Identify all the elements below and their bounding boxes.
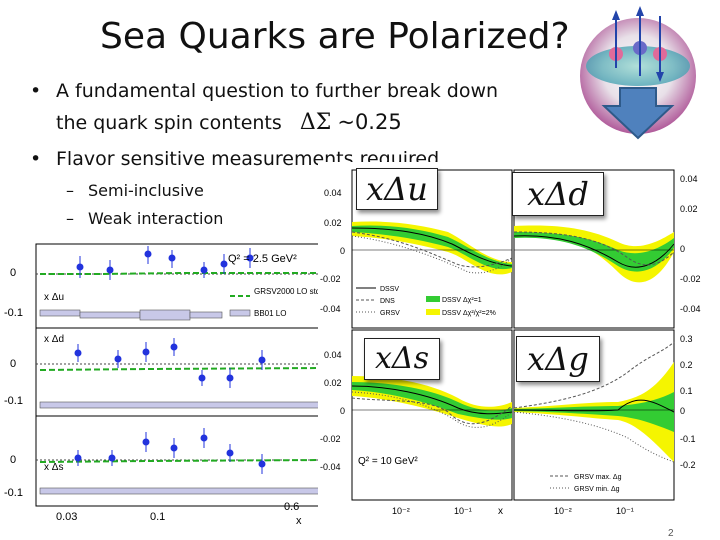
r-ytick-bl-2: 0.02 [324,378,342,388]
r-ytick-tl-5: -0.04 [320,304,341,314]
r-legend-dssv-chi1: DSSV Δχ²=1 [442,297,482,304]
r-ytick-br-6: -0.2 [680,460,696,470]
r-xtick-4: 10⁻¹ [616,506,634,516]
r-xtick-2: 10⁻¹ [454,506,472,516]
label-xdg: xΔg [516,336,600,382]
r-ytick-br-5: -0.1 [680,434,696,444]
left-label-dd: x Δd [44,334,64,345]
r-ytick-tl-4: -0.02 [320,274,341,284]
r-ytick-br-1: 0.3 [680,334,693,344]
r-ytick-br-2: 0.2 [680,360,693,370]
left-legend-bb01: BB01 LO [254,309,286,318]
r-legend-dns: DNS [380,298,395,305]
r-ytick-tr-3: 0 [680,244,685,254]
left-figure: 0 -0.1 x Δu Q² = 2.5 GeV² GRSV2000 LO st… [0,238,330,528]
delta-sigma-value: ~0.25 [337,110,402,134]
r-ytick-bl-4: -0.02 [320,434,341,444]
bullet-1-cont-text: the quark spin contents [56,112,282,134]
r-ytick-br-3: 0.1 [680,386,693,396]
left-ytick-4: -0.1 [4,395,23,407]
r-ytick-tl-3: 0 [340,246,345,256]
r-ytick-bl-5: -0.04 [320,462,341,472]
r-legend-grsv: GRSV [380,310,400,317]
left-ytick-5: 0 [10,454,16,466]
left-ytick-6: -0.1 [4,487,23,499]
r-ytick-tr-5: -0.04 [680,304,701,314]
r-legend-grsv-max: GRSV max. Δg [574,474,622,481]
slide-title: Sea Quarks are Polarized? [100,16,570,57]
label-xdu-bar: xΔu [356,168,438,210]
r-ytick-tr-4: -0.02 [680,274,701,284]
left-xtick-3: 0.6 [284,501,299,513]
r-legend-dssv-chi2: DSSV Δχ²/χ²=2% [442,310,496,317]
left-ytick-3: 0 [10,358,16,370]
left-ytick-2: -0.1 [4,307,23,319]
left-xtick-2: 0.1 [150,511,165,523]
r-legend-grsv-min: GRSV min. Δg [574,486,620,493]
bullet-1: • A fundamental question to further break… [30,80,499,102]
label-xds-bar: xΔs [364,338,440,380]
r-ytick-tr-2: 0.02 [680,204,698,214]
r-xlabel: x [498,506,503,517]
sub-bullet-2: – Weak interaction [66,209,224,228]
r-ytick-tl-2: 0.02 [324,218,342,228]
sub-bullet-2-text: Weak interaction [88,209,224,228]
sub-bullet-1-text: Semi-inclusive [88,181,204,200]
r-ytick-tr-1: 0.04 [680,174,698,184]
r-q2-label: Q² = 10 GeV² [358,456,418,467]
r-ytick-br-4: 0 [680,406,685,416]
left-label-du: x Δu [44,292,64,303]
r-legend-dssv: DSSV [380,286,399,293]
left-xlabel: x [296,515,302,527]
left-ytick-1: 0 [10,267,16,279]
page-number: 2 [668,528,674,539]
r-xtick-1: 10⁻² [392,506,410,516]
left-xtick-1: 0.03 [56,511,77,523]
r-xtick-3: 10⁻² [554,506,572,516]
r-ytick-bl-3: 0 [340,406,345,416]
left-q2-label: Q² = 2.5 GeV² [228,253,297,265]
bullet-1-cont: the quark spin contents ΔΣ ~0.25 [56,110,402,135]
r-ytick-bl-1: 0.04 [324,350,342,360]
sub-bullet-1: – Semi-inclusive [66,181,204,200]
delta-sigma-symbol: ΔΣ [299,110,332,135]
left-legend-grsv: GRSV2000 LO std [254,287,320,296]
label-xdd-bar: xΔd [512,172,604,216]
bullet-1-text: A fundamental question to further break … [56,80,499,102]
left-label-ds: x Δs [44,462,63,473]
r-ytick-tl-1: 0.04 [324,188,342,198]
proton-spin-icon [580,6,696,140]
